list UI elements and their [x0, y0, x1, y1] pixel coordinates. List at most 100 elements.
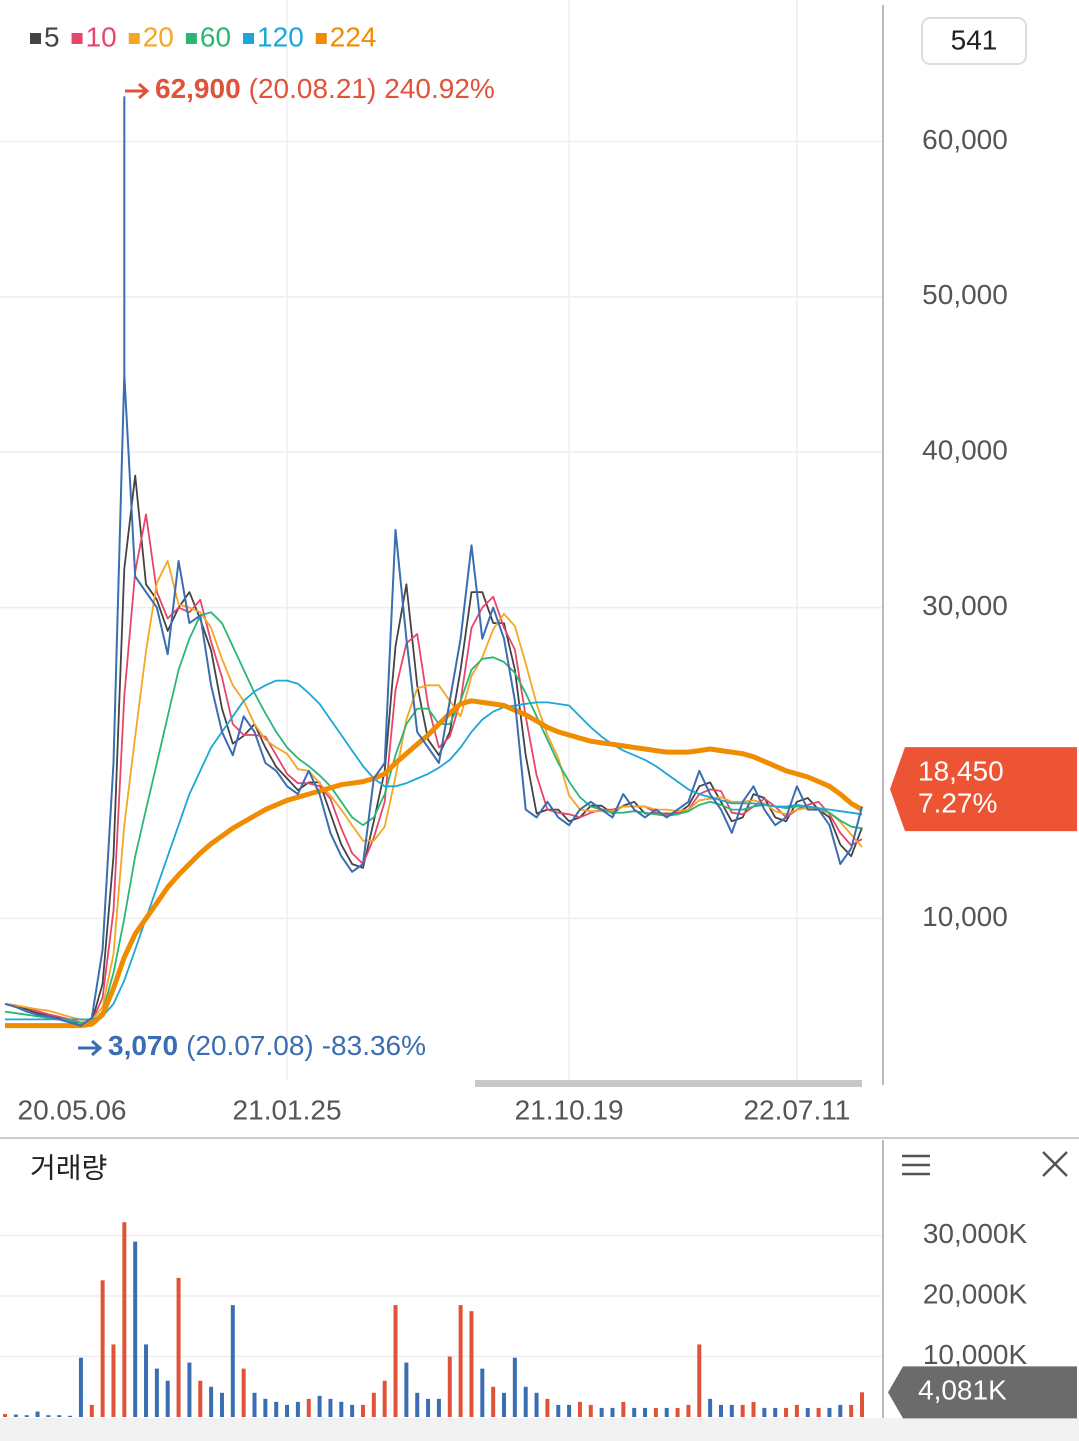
volume-bar [404, 1362, 409, 1417]
volume-bar [632, 1407, 637, 1417]
volume-bar [165, 1380, 170, 1417]
volume-bar [57, 1415, 62, 1417]
volume-bar [100, 1280, 105, 1417]
volume-bar [523, 1386, 528, 1417]
annotation-arrow [78, 1039, 103, 1057]
volume-bar [729, 1404, 734, 1417]
volume-bar [154, 1368, 159, 1417]
legend-marker [243, 33, 255, 44]
x-tick-label: 21.10.19 [515, 1094, 624, 1125]
volume-bar [491, 1386, 496, 1417]
legend-marker [315, 33, 327, 44]
annotation-label: 3,070 [108, 1030, 178, 1061]
ma-line [4, 474, 863, 1025]
volume-bar [35, 1411, 40, 1417]
y-tick-label: 40,000 [922, 435, 1008, 466]
volume-bar [708, 1398, 713, 1417]
volume-bar [241, 1368, 246, 1417]
volume-bar [664, 1407, 669, 1417]
volume-bar [415, 1392, 420, 1417]
scrollbar[interactable] [475, 1080, 862, 1087]
ma-line [4, 611, 863, 1024]
volume-bar [230, 1305, 235, 1417]
volume-bar [339, 1401, 344, 1417]
legend-label: 60 [200, 21, 231, 52]
price-line [4, 373, 863, 1027]
legend-label: 224 [330, 21, 377, 52]
volume-bar [599, 1407, 604, 1417]
legend-label: 120 [257, 21, 304, 52]
volume-bar [610, 1407, 615, 1417]
volume-bar [860, 1392, 864, 1417]
volume-bar [263, 1398, 268, 1417]
volume-bar [317, 1395, 322, 1417]
volume-bar [144, 1344, 149, 1417]
close-icon[interactable] [1042, 1151, 1068, 1177]
volume-bar [469, 1311, 474, 1417]
volume-bar [773, 1407, 778, 1417]
volume-bar [122, 1222, 127, 1417]
ma-line [4, 560, 863, 1022]
count-box[interactable] [921, 17, 1027, 65]
y-tick-label: 30,000K [923, 1218, 1028, 1249]
volume-bar [643, 1407, 648, 1417]
ma-line [5, 698, 864, 1029]
volume-bar [827, 1407, 832, 1417]
volume-bar [78, 1357, 83, 1417]
volume-bar [89, 1404, 94, 1417]
annotation: 62,900 (20.08.21) 240.92% [155, 73, 495, 104]
volume-bar [762, 1407, 767, 1417]
volume-bar [393, 1305, 398, 1417]
volume-bar [588, 1404, 593, 1417]
volume-bar [3, 1413, 7, 1417]
volume-bar [426, 1398, 431, 1417]
volume-title: 거래량 [30, 1152, 107, 1183]
y-tick-label: 10,000K [923, 1339, 1028, 1370]
volume-bar [187, 1362, 192, 1417]
current-price-box [890, 747, 1077, 832]
volume-bar [556, 1404, 561, 1417]
volume-bar [46, 1415, 51, 1417]
volume-bar [697, 1344, 702, 1417]
current-price-label: 18,450 [918, 755, 1004, 786]
annotation-change: 240.92% [384, 73, 495, 104]
volume-bar [567, 1404, 572, 1417]
menu-icon[interactable] [902, 1154, 930, 1176]
volume-bar [68, 1415, 73, 1417]
volume-bar [794, 1404, 799, 1417]
x-tick-label: 21.01.25 [233, 1094, 342, 1125]
volume-bar [675, 1407, 680, 1417]
volume-bar [382, 1380, 387, 1417]
bottom-bar [0, 1418, 1079, 1441]
volume-bar [219, 1392, 224, 1417]
volume-bar [209, 1386, 214, 1417]
volume-bar [252, 1392, 257, 1417]
volume-bar [328, 1398, 333, 1417]
y-tick-label: 10,000 [922, 901, 1008, 932]
volume-bar [274, 1401, 279, 1417]
volume-bar [838, 1404, 843, 1417]
volume-bar [512, 1357, 517, 1417]
volume-bar [545, 1398, 550, 1417]
annotation-arrow [125, 82, 150, 100]
plot [3, 96, 864, 1417]
volume-bar [198, 1380, 203, 1417]
legend-marker [30, 33, 41, 44]
volume-bar [534, 1392, 539, 1417]
volume-bar [805, 1407, 810, 1417]
volume-bar [718, 1404, 723, 1417]
current-change-label: 7.27% [918, 787, 997, 818]
legend-label: 20 [143, 21, 174, 52]
volume-bar [502, 1392, 507, 1417]
volume-bar [458, 1305, 463, 1417]
volume-bar [350, 1404, 355, 1417]
annotation: 3,070 (20.07.08) -83.36% [108, 1030, 426, 1061]
annotation-date: (20.08.21) [249, 73, 377, 104]
volume-bar [24, 1415, 29, 1417]
volume-bar [653, 1407, 658, 1417]
annotation-label: 62,900 [155, 73, 241, 104]
legend-marker [71, 33, 83, 44]
volume-bar [436, 1398, 441, 1417]
volume-bar [784, 1407, 789, 1417]
